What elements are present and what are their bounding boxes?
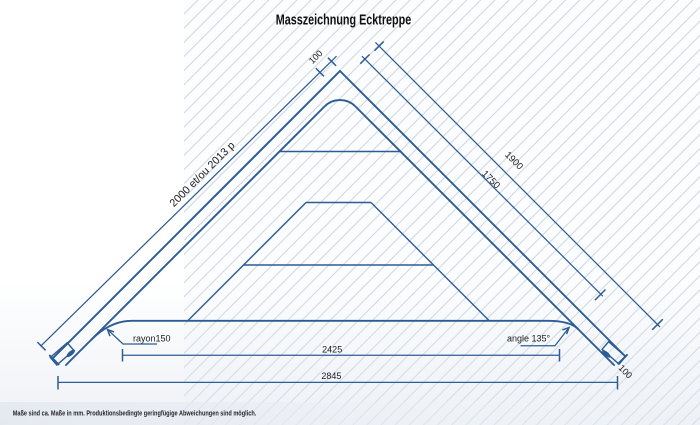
svg-text:angle 135°: angle 135° bbox=[507, 334, 551, 344]
svg-text:Maße sind ca. Maße in mm. Prod: Maße sind ca. Maße in mm. Produktionsbed… bbox=[13, 410, 257, 418]
svg-text:2425: 2425 bbox=[322, 344, 342, 354]
svg-text:Masszeichnung Ecktreppe: Masszeichnung Ecktreppe bbox=[276, 11, 411, 28]
svg-text:2845: 2845 bbox=[321, 371, 341, 381]
svg-text:rayon150: rayon150 bbox=[133, 333, 171, 343]
